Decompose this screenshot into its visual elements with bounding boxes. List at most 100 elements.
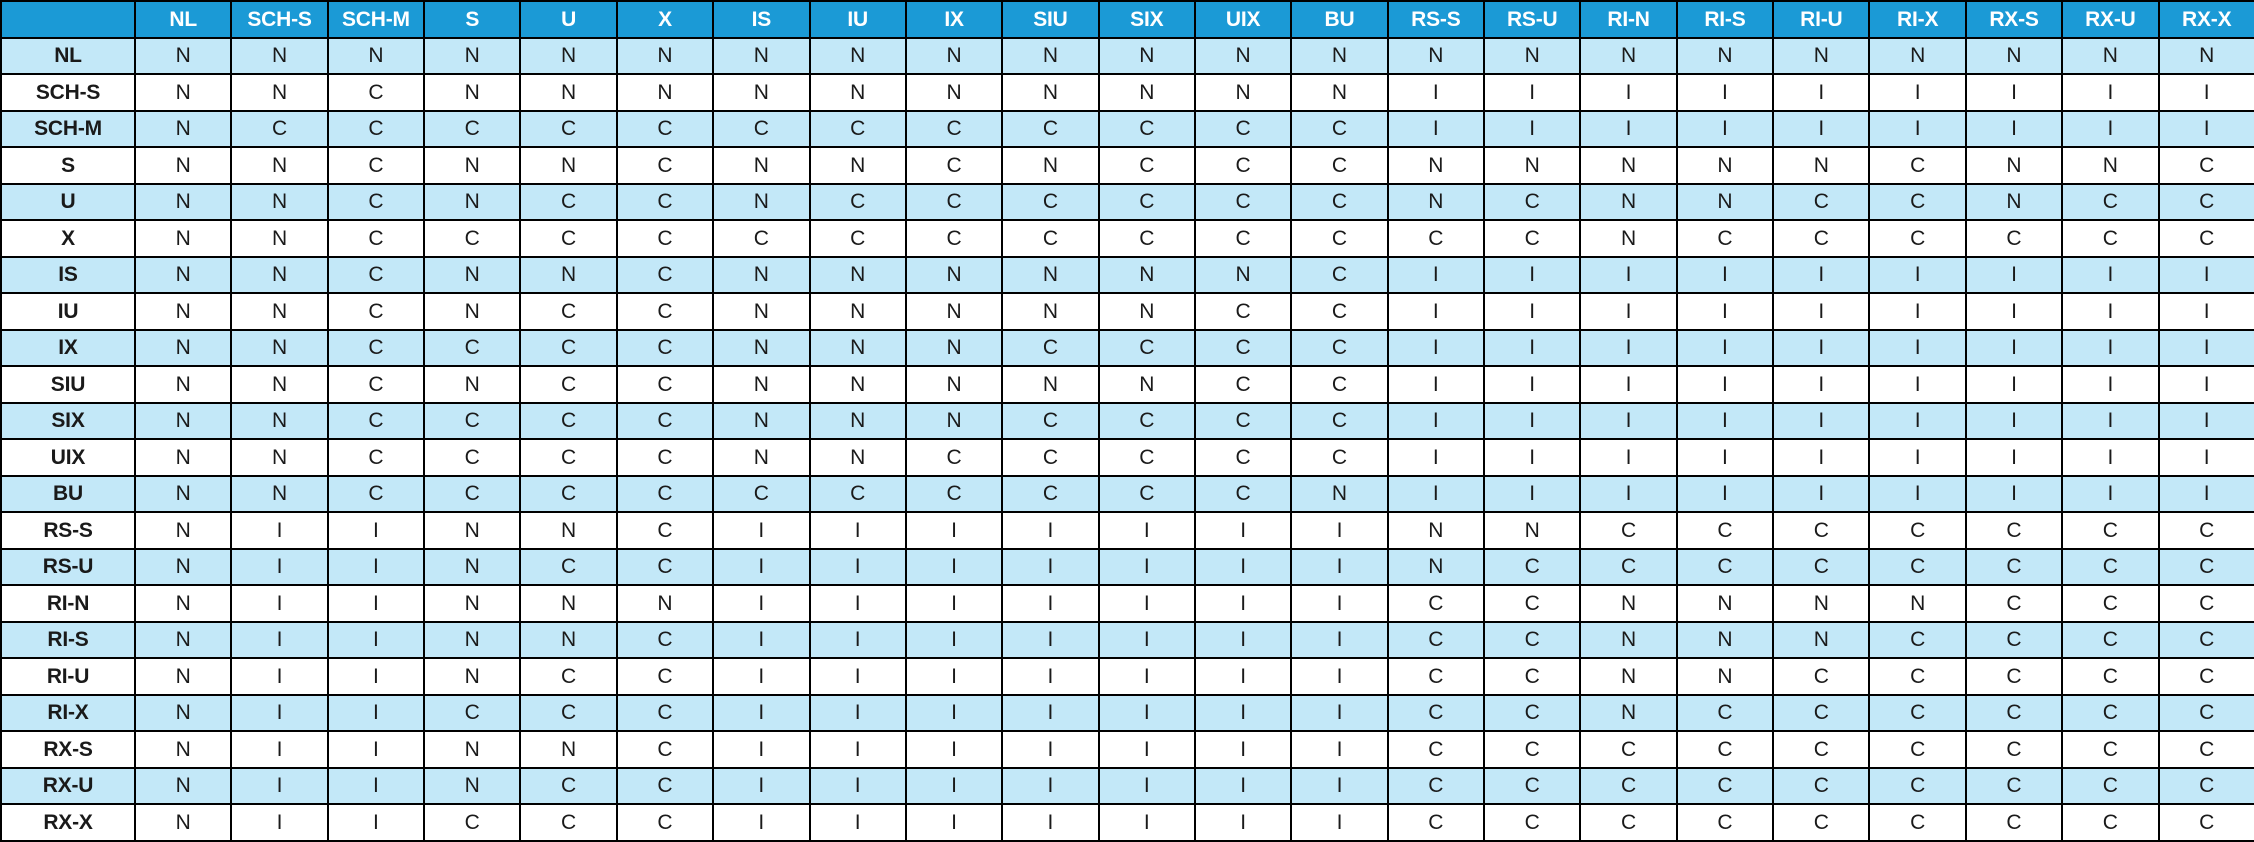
column-header-s[interactable]: S	[423, 0, 522, 39]
matrix-cell-s-x: C	[615, 146, 715, 185]
matrix-cell-six-ri-n: I	[1579, 401, 1678, 440]
column-header-rx-u[interactable]: RX-U	[2061, 0, 2160, 39]
matrix-cell-nl-rs-s: N	[1386, 36, 1486, 75]
matrix-cell-s-rx-s: N	[1964, 146, 2064, 185]
matrix-cell-ri-s-rs-u: C	[1483, 620, 1582, 659]
row-header-rx-u[interactable]: RX-U	[0, 766, 136, 805]
row-header-sch-s[interactable]: SCH-S	[0, 73, 136, 112]
matrix-cell-s-siu: N	[1001, 146, 1100, 185]
column-header-ri-u[interactable]: RI-U	[1772, 0, 1871, 39]
column-header-iu[interactable]: IU	[808, 0, 907, 39]
matrix-cell-six-sch-s: N	[230, 401, 329, 440]
matrix-cell-rx-u-rx-x: C	[2157, 766, 2254, 805]
row-header-is[interactable]: IS	[0, 255, 136, 294]
matrix-cell-rx-u-rx-s: C	[1964, 766, 2064, 805]
row-header-bu[interactable]: BU	[0, 474, 136, 513]
matrix-cell-ix-rx-s: I	[1964, 328, 2064, 367]
matrix-cell-rx-x-uix: I	[1193, 803, 1293, 842]
column-header-sch-m[interactable]: SCH-M	[326, 0, 426, 39]
row-header-ri-x[interactable]: RI-X	[0, 693, 136, 732]
column-header-u[interactable]: U	[519, 0, 618, 39]
column-header-ri-x[interactable]: RI-X	[1868, 0, 1967, 39]
matrix-cell-siu-u: C	[519, 365, 618, 404]
matrix-cell-iu-x: C	[615, 292, 715, 331]
column-header-six[interactable]: SIX	[1097, 0, 1196, 39]
matrix-cell-ri-n-nl: N	[133, 584, 233, 623]
matrix-cell-ri-x-sch-s: I	[230, 693, 329, 732]
matrix-cell-rx-s-siu: I	[1001, 730, 1100, 769]
matrix-cell-u-sch-m: C	[326, 182, 426, 221]
row-header-s[interactable]: S	[0, 146, 136, 185]
matrix-cell-ri-u-s: N	[423, 657, 522, 696]
matrix-cell-ix-rx-x: I	[2157, 328, 2254, 367]
matrix-cell-ri-x-ri-u: C	[1772, 693, 1871, 732]
matrix-cell-rx-u-rx-u: C	[2061, 766, 2160, 805]
matrix-cell-bu-uix: C	[1193, 474, 1293, 513]
row-header-ri-s[interactable]: RI-S	[0, 620, 136, 659]
row-header-rx-s[interactable]: RX-S	[0, 730, 136, 769]
column-header-rs-s[interactable]: RS-S	[1386, 0, 1486, 39]
row-header-x[interactable]: X	[0, 219, 136, 258]
matrix-cell-nl-rx-u: N	[2061, 36, 2160, 75]
matrix-cell-u-ix: C	[904, 182, 1004, 221]
row-header-rx-x[interactable]: RX-X	[0, 803, 136, 842]
matrix-cell-ri-s-s: N	[423, 620, 522, 659]
matrix-cell-ri-u-sch-s: I	[230, 657, 329, 696]
matrix-cell-iu-uix: C	[1193, 292, 1293, 331]
matrix-cell-uix-ix: C	[904, 438, 1004, 477]
column-header-rx-s[interactable]: RX-S	[1964, 0, 2064, 39]
column-header-rs-u[interactable]: RS-U	[1483, 0, 1582, 39]
matrix-cell-sch-s-nl: N	[133, 73, 233, 112]
row-header-u[interactable]: U	[0, 182, 136, 221]
column-header-is[interactable]: IS	[712, 0, 811, 39]
row-header-rs-s[interactable]: RS-S	[0, 511, 136, 550]
column-header-sch-s[interactable]: SCH-S	[230, 0, 329, 39]
matrix-cell-iu-rs-u: I	[1483, 292, 1582, 331]
matrix-cell-uix-rx-s: I	[1964, 438, 2064, 477]
matrix-cell-iu-rx-u: I	[2061, 292, 2160, 331]
matrix-cell-six-ix: N	[904, 401, 1004, 440]
matrix-cell-u-ri-x: C	[1868, 182, 1967, 221]
row-header-rs-u[interactable]: RS-U	[0, 547, 136, 586]
matrix-cell-ix-iu: N	[808, 328, 907, 367]
column-header-nl[interactable]: NL	[133, 0, 233, 39]
matrix-cell-rs-u-iu: I	[808, 547, 907, 586]
row-header-sch-m[interactable]: SCH-M	[0, 109, 136, 148]
matrix-cell-ri-n-siu: I	[1001, 584, 1100, 623]
column-header-uix[interactable]: UIX	[1193, 0, 1293, 39]
column-header-x[interactable]: X	[615, 0, 715, 39]
row-header-iu[interactable]: IU	[0, 292, 136, 331]
row-header-nl[interactable]: NL	[0, 36, 136, 75]
matrix-cell-x-rs-u: C	[1483, 219, 1582, 258]
row-header-six[interactable]: SIX	[0, 401, 136, 440]
matrix-cell-s-bu: C	[1290, 146, 1389, 185]
matrix-cell-ri-n-ix: I	[904, 584, 1004, 623]
column-header-ix[interactable]: IX	[904, 0, 1004, 39]
matrix-cell-ri-s-siu: I	[1001, 620, 1100, 659]
matrix-cell-sch-s-rs-u: I	[1483, 73, 1582, 112]
table-row: SCH-S N N C N N N N N N N N N N I I I I I I I I I	[0, 73, 2254, 112]
matrix-cell-six-s: C	[423, 401, 522, 440]
matrix-cell-rx-s-sch-m: I	[326, 730, 426, 769]
matrix-cell-rx-s-u: N	[519, 730, 618, 769]
matrix-cell-is-ix: N	[904, 255, 1004, 294]
matrix-cell-ri-x-x: C	[615, 693, 715, 732]
matrix-cell-rx-s-rx-s: C	[1964, 730, 2064, 769]
column-header-ri-s[interactable]: RI-S	[1675, 0, 1775, 39]
matrix-cell-sch-s-sch-m: C	[326, 73, 426, 112]
matrix-cell-rx-s-sch-s: I	[230, 730, 329, 769]
column-header-rx-x[interactable]: RX-X	[2157, 0, 2254, 39]
row-header-ri-u[interactable]: RI-U	[0, 657, 136, 696]
column-header-ri-n[interactable]: RI-N	[1579, 0, 1678, 39]
matrix-cell-rx-u-uix: I	[1193, 766, 1293, 805]
column-header-bu[interactable]: BU	[1290, 0, 1389, 39]
column-header-siu[interactable]: SIU	[1001, 0, 1100, 39]
row-header-siu[interactable]: SIU	[0, 365, 136, 404]
row-header-uix[interactable]: UIX	[0, 438, 136, 477]
matrix-cell-ri-n-ri-n: N	[1579, 584, 1678, 623]
row-header-ix[interactable]: IX	[0, 328, 136, 367]
matrix-cell-ri-u-rx-u: C	[2061, 657, 2160, 696]
row-header-ri-n[interactable]: RI-N	[0, 584, 136, 623]
matrix-cell-x-ri-n: N	[1579, 219, 1678, 258]
matrix-cell-s-ix: C	[904, 146, 1004, 185]
